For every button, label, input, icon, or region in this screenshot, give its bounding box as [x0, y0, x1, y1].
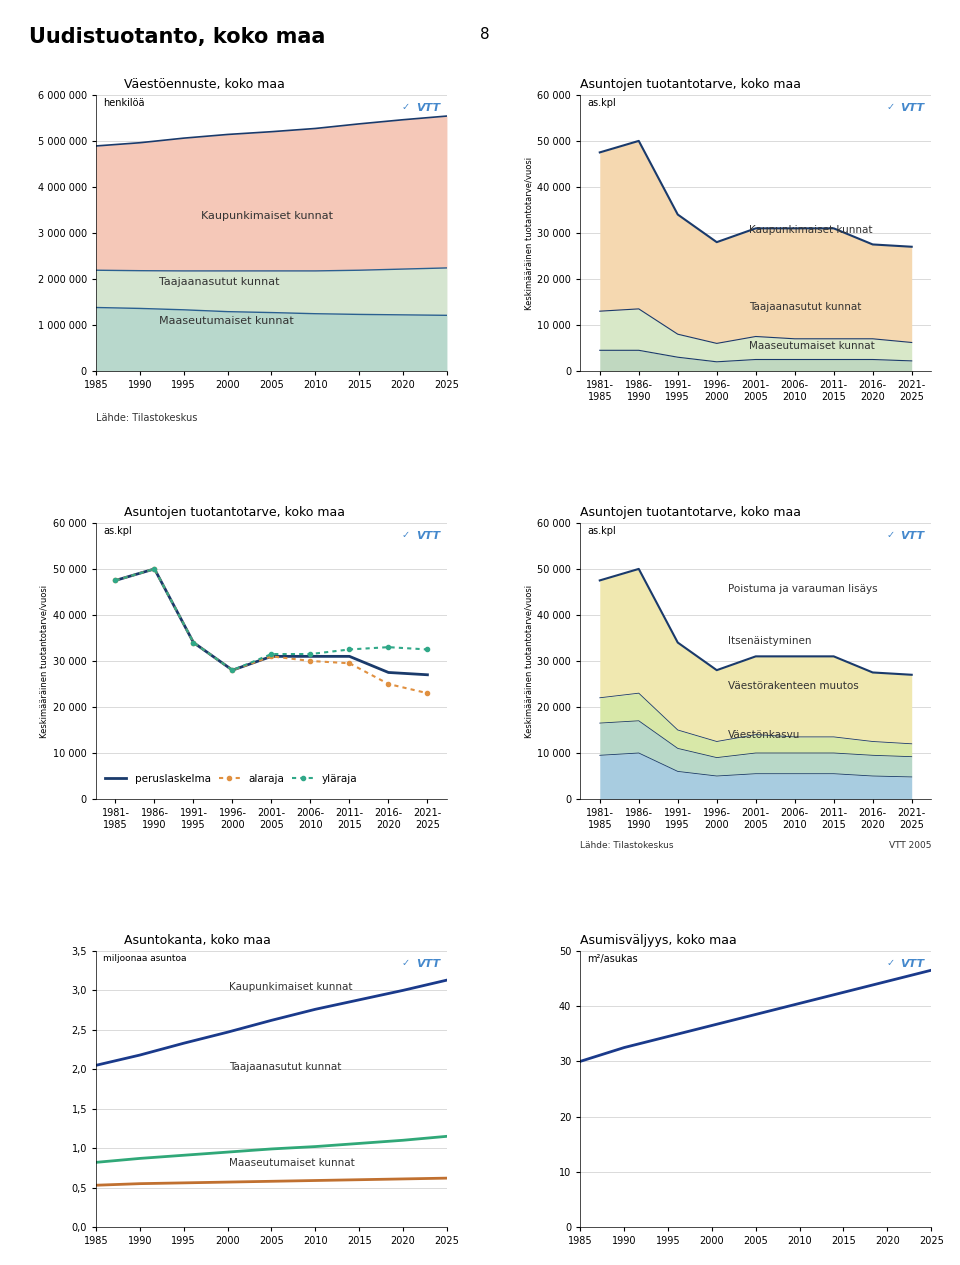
yläraja [344, 641, 355, 657]
Y-axis label: Keskimääräinen tuotantotarve/vuosi: Keskimääräinen tuotantotarve/vuosi [524, 584, 533, 737]
alaraja [266, 649, 277, 664]
Text: ✓: ✓ [886, 530, 895, 540]
Text: VTT: VTT [900, 104, 924, 113]
Line: yläraja: yläraja [113, 567, 429, 672]
Text: m²/asukas: m²/asukas [588, 954, 637, 964]
Text: Maaseutumaiset kunnat: Maaseutumaiset kunnat [229, 1159, 355, 1169]
Text: Taajaanasutut kunnat: Taajaanasutut kunnat [749, 302, 861, 312]
Text: VTT: VTT [416, 531, 440, 541]
alaraja [344, 655, 355, 670]
Text: Kaupunkimaiset kunnat: Kaupunkimaiset kunnat [749, 225, 873, 235]
peruslaskelma [227, 663, 238, 678]
yläraja [109, 573, 121, 588]
yläraja [149, 562, 160, 577]
Text: Poistuma ja varauman lisäys: Poistuma ja varauman lisäys [728, 584, 877, 595]
Line: peruslaskelma: peruslaskelma [115, 569, 427, 674]
Text: Taajaanasutut kunnat: Taajaanasutut kunnat [229, 1061, 342, 1071]
Text: ✓: ✓ [886, 958, 895, 968]
Text: Maaseutumaiset kunnat: Maaseutumaiset kunnat [159, 316, 294, 326]
Text: Väestörakenteen muutos: Väestörakenteen muutos [728, 681, 858, 691]
Y-axis label: Keskimääräinen tuotantotarve/vuosi: Keskimääräinen tuotantotarve/vuosi [524, 157, 533, 310]
peruslaskelma [188, 635, 200, 650]
Text: Uudistuotanto, koko maa: Uudistuotanto, koko maa [29, 27, 325, 47]
Text: VTT: VTT [900, 959, 924, 969]
Text: Lähde: Tilastokeskus: Lähde: Tilastokeskus [96, 412, 198, 423]
Text: miljoonaa asuntoa: miljoonaa asuntoa [103, 954, 186, 963]
Text: as.kpl: as.kpl [588, 526, 616, 535]
yläraja [227, 663, 238, 678]
Text: Lähde: Tilastokeskus: Lähde: Tilastokeskus [580, 841, 674, 850]
Text: Asuntojen tuotantotarve, koko maa: Asuntojen tuotantotarve, koko maa [580, 506, 802, 519]
peruslaskelma [304, 649, 316, 664]
yläraja [266, 646, 277, 662]
Text: Väestönkasvu: Väestönkasvu [728, 730, 800, 740]
peruslaskelma [421, 667, 433, 682]
Text: ✓: ✓ [886, 101, 895, 111]
alaraja [149, 562, 160, 577]
Text: Taajaanasutut kunnat: Taajaanasutut kunnat [159, 277, 279, 287]
alaraja [421, 686, 433, 701]
Text: henkilöä: henkilöä [103, 97, 145, 108]
alaraja [383, 677, 395, 692]
yläraja [188, 635, 200, 650]
yläraja [421, 641, 433, 657]
Text: ✓: ✓ [402, 530, 410, 540]
Line: alaraja: alaraja [113, 567, 429, 696]
yläraja [383, 640, 395, 655]
Text: Asumisväljyys, koko maa: Asumisväljyys, koko maa [580, 934, 737, 947]
Text: ✓: ✓ [402, 958, 410, 968]
alaraja [188, 635, 200, 650]
Text: Asuntokanta, koko maa: Asuntokanta, koko maa [124, 934, 271, 947]
alaraja [227, 663, 238, 678]
peruslaskelma [149, 562, 160, 577]
Text: Itsenäistyminen: Itsenäistyminen [728, 636, 811, 646]
Text: Asuntojen tuotantotarve, koko maa: Asuntojen tuotantotarve, koko maa [580, 78, 802, 91]
Text: as.kpl: as.kpl [588, 97, 616, 108]
Text: ✓: ✓ [402, 101, 410, 111]
peruslaskelma [344, 649, 355, 664]
alaraja [304, 653, 316, 668]
peruslaskelma [266, 649, 277, 664]
Text: 8: 8 [480, 27, 490, 42]
Text: as.kpl: as.kpl [103, 526, 132, 535]
Text: Asuntojen tuotantotarve, koko maa: Asuntojen tuotantotarve, koko maa [124, 506, 345, 519]
Y-axis label: Keskimääräinen tuotantotarve/vuosi: Keskimääräinen tuotantotarve/vuosi [40, 584, 49, 737]
alaraja [109, 573, 121, 588]
yläraja [304, 646, 316, 662]
peruslaskelma [383, 665, 395, 681]
Legend: peruslaskelma, alaraja, yläraja: peruslaskelma, alaraja, yläraja [101, 770, 361, 788]
Text: Väestöennuste, koko maa: Väestöennuste, koko maa [124, 78, 285, 91]
peruslaskelma [109, 573, 121, 588]
Text: Maaseutumaiset kunnat: Maaseutumaiset kunnat [749, 342, 875, 350]
Text: VTT: VTT [416, 959, 440, 969]
Text: VTT 2005: VTT 2005 [889, 841, 931, 850]
Text: VTT: VTT [416, 104, 440, 113]
Text: Kaupunkimaiset kunnat: Kaupunkimaiset kunnat [229, 982, 353, 992]
Text: VTT: VTT [900, 531, 924, 541]
Text: Kaupunkimaiset kunnat: Kaupunkimaiset kunnat [202, 211, 333, 221]
